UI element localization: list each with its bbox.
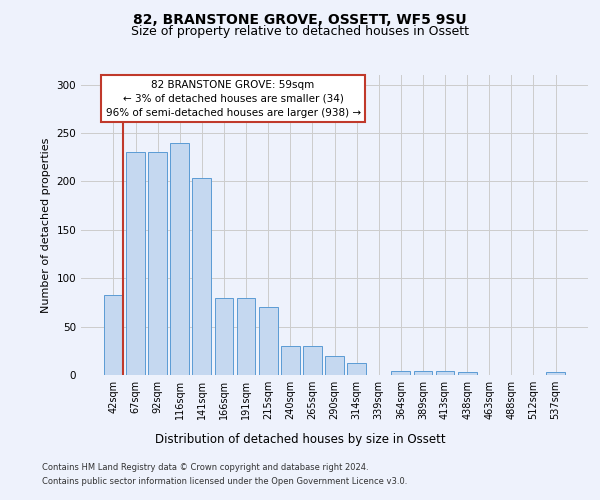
Bar	[215, 298, 233, 375]
Bar	[546, 372, 565, 375]
Bar	[458, 372, 476, 375]
Bar	[236, 298, 256, 375]
Bar	[148, 152, 167, 375]
Bar	[193, 178, 211, 375]
Bar	[413, 371, 433, 375]
Bar	[303, 346, 322, 375]
Bar	[436, 371, 454, 375]
Text: Size of property relative to detached houses in Ossett: Size of property relative to detached ho…	[131, 25, 469, 38]
Text: 82, BRANSTONE GROVE, OSSETT, WF5 9SU: 82, BRANSTONE GROVE, OSSETT, WF5 9SU	[133, 12, 467, 26]
Text: 82 BRANSTONE GROVE: 59sqm
← 3% of detached houses are smaller (34)
96% of semi-d: 82 BRANSTONE GROVE: 59sqm ← 3% of detach…	[106, 80, 361, 118]
Text: Distribution of detached houses by size in Ossett: Distribution of detached houses by size …	[155, 432, 445, 446]
Text: Contains HM Land Registry data © Crown copyright and database right 2024.: Contains HM Land Registry data © Crown c…	[42, 464, 368, 472]
Bar	[325, 356, 344, 375]
Bar	[347, 364, 366, 375]
Y-axis label: Number of detached properties: Number of detached properties	[41, 138, 51, 312]
Bar	[170, 142, 189, 375]
Text: Contains public sector information licensed under the Open Government Licence v3: Contains public sector information licen…	[42, 477, 407, 486]
Bar	[126, 152, 145, 375]
Bar	[259, 308, 278, 375]
Bar	[281, 346, 299, 375]
Bar	[391, 371, 410, 375]
Bar	[104, 294, 123, 375]
